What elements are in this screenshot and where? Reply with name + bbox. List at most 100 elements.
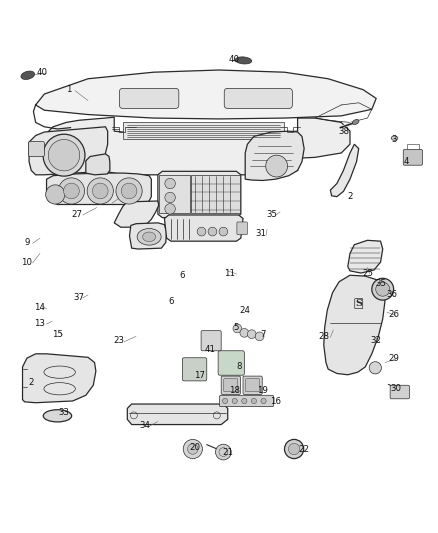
Text: 29: 29 bbox=[388, 354, 399, 362]
Polygon shape bbox=[127, 404, 228, 425]
Text: 17: 17 bbox=[194, 371, 205, 380]
Circle shape bbox=[232, 398, 237, 403]
Text: 41: 41 bbox=[205, 345, 216, 354]
Text: 1: 1 bbox=[66, 85, 71, 94]
Circle shape bbox=[183, 439, 202, 458]
Text: 8: 8 bbox=[236, 362, 241, 372]
Circle shape bbox=[372, 278, 394, 300]
Text: 25: 25 bbox=[362, 269, 373, 278]
Circle shape bbox=[121, 183, 137, 199]
Circle shape bbox=[208, 227, 217, 236]
Polygon shape bbox=[191, 175, 240, 213]
Text: 18: 18 bbox=[229, 386, 240, 395]
FancyBboxPatch shape bbox=[390, 385, 410, 399]
Polygon shape bbox=[164, 215, 243, 241]
Ellipse shape bbox=[391, 136, 398, 140]
Text: 15: 15 bbox=[52, 330, 63, 338]
Text: 31: 31 bbox=[255, 229, 266, 238]
Text: 2: 2 bbox=[28, 378, 34, 387]
Text: 21: 21 bbox=[222, 448, 233, 457]
FancyBboxPatch shape bbox=[218, 351, 244, 375]
Circle shape bbox=[165, 204, 175, 214]
FancyBboxPatch shape bbox=[201, 330, 221, 351]
Text: 6: 6 bbox=[168, 297, 174, 306]
FancyBboxPatch shape bbox=[224, 379, 238, 392]
Circle shape bbox=[261, 398, 266, 403]
Polygon shape bbox=[330, 144, 359, 197]
Text: 40: 40 bbox=[37, 68, 48, 77]
Text: 6: 6 bbox=[179, 271, 185, 280]
Polygon shape bbox=[29, 127, 108, 175]
Text: S: S bbox=[355, 299, 362, 308]
Circle shape bbox=[215, 444, 231, 460]
FancyBboxPatch shape bbox=[246, 379, 260, 392]
Text: 35: 35 bbox=[375, 279, 386, 288]
Circle shape bbox=[87, 178, 113, 204]
Text: 9: 9 bbox=[24, 238, 30, 247]
Circle shape bbox=[46, 185, 65, 204]
Circle shape bbox=[233, 324, 242, 333]
Circle shape bbox=[266, 155, 288, 177]
Circle shape bbox=[58, 178, 85, 204]
Circle shape bbox=[223, 398, 228, 403]
Text: 37: 37 bbox=[74, 293, 85, 302]
Polygon shape bbox=[159, 175, 190, 213]
Circle shape bbox=[116, 178, 142, 204]
Polygon shape bbox=[348, 240, 383, 273]
Circle shape bbox=[165, 192, 175, 203]
Text: 4: 4 bbox=[404, 157, 410, 166]
Text: 36: 36 bbox=[386, 290, 397, 300]
Ellipse shape bbox=[352, 119, 359, 124]
Text: 34: 34 bbox=[139, 422, 150, 430]
Circle shape bbox=[242, 398, 247, 403]
Text: 35: 35 bbox=[266, 209, 277, 219]
Text: 22: 22 bbox=[299, 446, 310, 454]
Circle shape bbox=[288, 443, 300, 455]
Text: 28: 28 bbox=[318, 332, 329, 341]
Polygon shape bbox=[44, 117, 350, 175]
Text: 40: 40 bbox=[229, 54, 240, 63]
Circle shape bbox=[369, 362, 381, 374]
FancyBboxPatch shape bbox=[221, 376, 240, 394]
FancyBboxPatch shape bbox=[243, 376, 262, 394]
FancyBboxPatch shape bbox=[182, 358, 207, 381]
Text: 7: 7 bbox=[260, 330, 265, 338]
Text: 26: 26 bbox=[388, 310, 399, 319]
Polygon shape bbox=[86, 154, 110, 175]
Polygon shape bbox=[46, 173, 151, 205]
Text: 3: 3 bbox=[391, 135, 396, 144]
Text: 38: 38 bbox=[338, 127, 349, 136]
Text: 27: 27 bbox=[71, 209, 83, 219]
Circle shape bbox=[92, 183, 108, 199]
FancyBboxPatch shape bbox=[28, 142, 44, 157]
FancyBboxPatch shape bbox=[403, 149, 423, 165]
Ellipse shape bbox=[43, 410, 72, 422]
Circle shape bbox=[247, 330, 256, 338]
Text: 19: 19 bbox=[257, 386, 268, 395]
Circle shape bbox=[240, 328, 249, 337]
Text: 11: 11 bbox=[224, 269, 235, 278]
Polygon shape bbox=[130, 223, 166, 249]
Polygon shape bbox=[35, 70, 376, 119]
Circle shape bbox=[219, 227, 228, 236]
Circle shape bbox=[64, 183, 79, 199]
FancyBboxPatch shape bbox=[219, 395, 274, 407]
Ellipse shape bbox=[143, 232, 155, 241]
Text: 30: 30 bbox=[390, 384, 401, 393]
Circle shape bbox=[165, 179, 175, 189]
Text: 23: 23 bbox=[113, 336, 124, 345]
Text: 24: 24 bbox=[240, 305, 251, 314]
FancyBboxPatch shape bbox=[224, 88, 292, 108]
Polygon shape bbox=[324, 275, 385, 375]
Text: 13: 13 bbox=[35, 319, 46, 328]
Ellipse shape bbox=[21, 71, 35, 79]
Polygon shape bbox=[22, 354, 96, 403]
Text: 20: 20 bbox=[190, 443, 201, 452]
Text: 33: 33 bbox=[59, 408, 70, 417]
Circle shape bbox=[251, 398, 257, 403]
Circle shape bbox=[376, 282, 390, 296]
Polygon shape bbox=[114, 201, 159, 227]
Circle shape bbox=[285, 439, 304, 458]
Polygon shape bbox=[123, 123, 285, 139]
FancyBboxPatch shape bbox=[237, 222, 247, 235]
